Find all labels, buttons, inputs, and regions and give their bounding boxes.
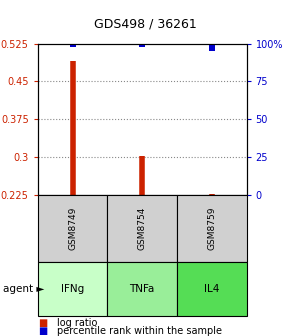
Text: ■: ■: [38, 318, 47, 328]
Text: percentile rank within the sample: percentile rank within the sample: [57, 326, 222, 336]
Text: log ratio: log ratio: [57, 318, 97, 328]
Text: TNFa: TNFa: [129, 284, 155, 294]
Text: IFNg: IFNg: [61, 284, 84, 294]
Text: GDS498 / 36261: GDS498 / 36261: [94, 17, 196, 30]
Text: IL4: IL4: [204, 284, 220, 294]
Text: GSM8759: GSM8759: [207, 207, 216, 250]
Text: GSM8749: GSM8749: [68, 207, 77, 250]
Text: agent ►: agent ►: [3, 284, 44, 294]
Text: GSM8754: GSM8754: [137, 207, 147, 250]
Text: ■: ■: [38, 326, 47, 336]
